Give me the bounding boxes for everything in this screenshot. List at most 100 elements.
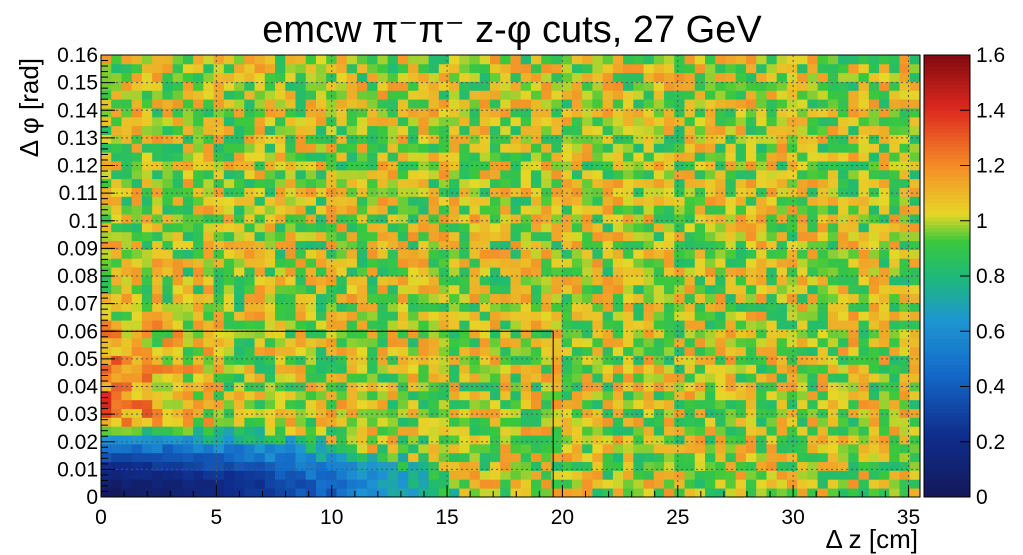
heatmap-cell bbox=[705, 488, 716, 498]
heatmap-cell bbox=[438, 134, 450, 144]
heatmap-cell bbox=[807, 293, 819, 303]
heatmap-cell bbox=[203, 417, 215, 427]
heatmap-cell bbox=[213, 346, 225, 356]
heatmap-cell bbox=[234, 222, 245, 233]
heatmap-cell bbox=[694, 152, 706, 162]
heatmap-cell bbox=[510, 435, 522, 445]
heatmap-cell bbox=[315, 443, 327, 454]
heatmap-cell bbox=[899, 125, 911, 135]
heatmap-cell bbox=[172, 443, 184, 454]
heatmap-cell bbox=[479, 337, 491, 348]
heatmap-cell bbox=[377, 320, 389, 330]
heatmap-cell bbox=[705, 169, 716, 180]
heatmap-cell bbox=[592, 337, 604, 348]
heatmap-cell bbox=[418, 258, 429, 268]
heatmap-cell bbox=[254, 452, 266, 463]
heatmap-cell bbox=[725, 329, 737, 339]
heatmap-cell bbox=[397, 222, 409, 233]
heatmap-cell bbox=[797, 267, 808, 277]
heatmap-cell bbox=[449, 426, 460, 436]
heatmap-cell bbox=[438, 152, 450, 162]
heatmap-cell bbox=[909, 382, 921, 392]
heatmap-cell bbox=[571, 399, 583, 409]
heatmap-cell bbox=[643, 178, 655, 188]
heatmap-cell bbox=[571, 470, 583, 480]
heatmap-cell bbox=[858, 125, 870, 135]
heatmap-cell bbox=[326, 169, 337, 180]
heatmap-cell bbox=[428, 196, 440, 206]
heatmap-cell bbox=[244, 63, 255, 74]
heatmap-cell bbox=[244, 470, 255, 480]
heatmap-cell bbox=[797, 276, 808, 286]
heatmap-cell bbox=[469, 426, 481, 436]
heatmap-cell bbox=[694, 99, 706, 109]
heatmap-cell bbox=[285, 276, 296, 286]
heatmap-cell bbox=[868, 108, 880, 118]
heatmap-cell bbox=[510, 337, 522, 348]
heatmap-cell bbox=[909, 311, 921, 321]
heatmap-cell bbox=[223, 488, 235, 498]
heatmap-cell bbox=[766, 205, 778, 215]
heatmap-cell bbox=[592, 63, 604, 74]
heatmap-cell bbox=[817, 399, 829, 409]
heatmap-cell bbox=[715, 231, 726, 242]
colorbar-swatch bbox=[924, 117, 970, 122]
heatmap-cell bbox=[459, 426, 470, 436]
heatmap-cell bbox=[254, 390, 266, 401]
heatmap-cell bbox=[776, 355, 788, 365]
heatmap-cell bbox=[336, 178, 348, 188]
heatmap-cell bbox=[664, 417, 675, 427]
heatmap-cell bbox=[152, 346, 163, 356]
heatmap-cell bbox=[469, 152, 481, 162]
heatmap-cell bbox=[449, 311, 460, 321]
heatmap-cell bbox=[356, 320, 368, 330]
heatmap-cell bbox=[817, 417, 829, 427]
heatmap-cell bbox=[725, 169, 737, 180]
heatmap-cell bbox=[387, 187, 399, 197]
heatmap-cell bbox=[490, 152, 501, 162]
heatmap-cell bbox=[162, 470, 174, 480]
heatmap-cell bbox=[879, 90, 890, 100]
heatmap-cell bbox=[490, 81, 501, 91]
heatmap-cell bbox=[551, 205, 563, 215]
heatmap-cell bbox=[101, 435, 112, 445]
heatmap-cell bbox=[807, 72, 819, 82]
heatmap-cell bbox=[510, 222, 522, 233]
heatmap-cell bbox=[643, 81, 655, 91]
heatmap-cell bbox=[848, 320, 859, 330]
heatmap-cell bbox=[305, 276, 317, 286]
heatmap-cell bbox=[776, 90, 788, 100]
heatmap-cell bbox=[111, 479, 122, 489]
heatmap-cell bbox=[111, 329, 122, 339]
heatmap-cell bbox=[879, 196, 890, 206]
heatmap-cell bbox=[653, 249, 665, 259]
heatmap-cell bbox=[182, 284, 194, 295]
heatmap-cell bbox=[234, 258, 245, 268]
heatmap-cell bbox=[807, 479, 819, 489]
heatmap-cell bbox=[561, 205, 573, 215]
heatmap-cell bbox=[889, 435, 900, 445]
heatmap-cell bbox=[868, 231, 880, 242]
colorbar-swatch bbox=[924, 290, 970, 295]
heatmap-cell bbox=[203, 152, 215, 162]
heatmap-cell bbox=[172, 72, 184, 82]
heatmap-cell bbox=[397, 205, 409, 215]
heatmap-cell bbox=[705, 231, 716, 242]
heatmap-cell bbox=[848, 222, 859, 233]
heatmap-cell bbox=[131, 399, 143, 409]
heatmap-cell bbox=[653, 346, 665, 356]
heatmap-cell bbox=[715, 329, 726, 339]
heatmap-cell bbox=[868, 408, 880, 418]
heatmap-cell bbox=[336, 187, 348, 197]
heatmap-cell bbox=[141, 116, 153, 127]
heatmap-cell bbox=[674, 125, 685, 135]
heatmap-cell bbox=[664, 373, 675, 383]
heatmap-cell bbox=[633, 205, 644, 215]
heatmap-cell bbox=[909, 293, 921, 303]
heatmap-cell bbox=[899, 355, 911, 365]
heatmap-cell bbox=[776, 417, 788, 427]
heatmap-cell bbox=[193, 426, 204, 436]
heatmap-cell bbox=[797, 435, 808, 445]
heatmap-cell bbox=[705, 258, 716, 268]
heatmap-cell bbox=[551, 152, 563, 162]
